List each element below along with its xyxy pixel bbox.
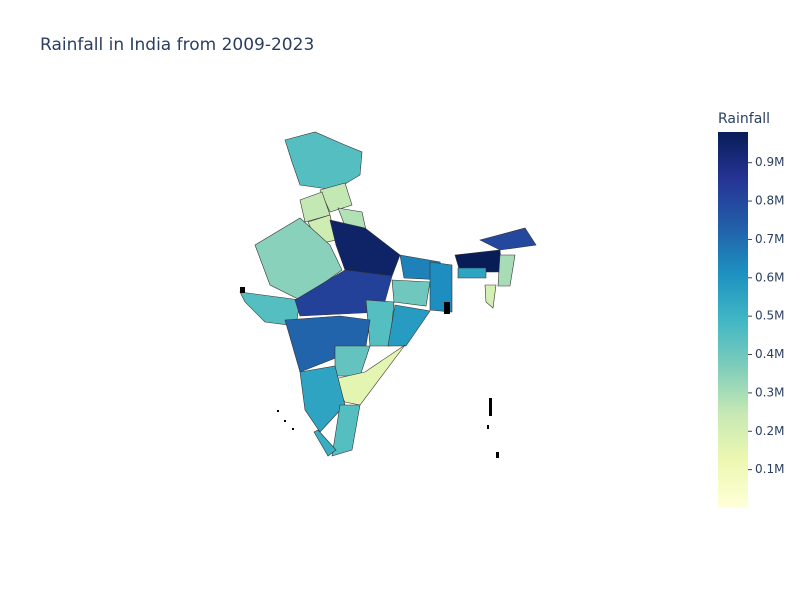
region (457, 267, 487, 279)
region (284, 131, 363, 191)
region (331, 404, 361, 457)
islands (240, 287, 499, 458)
colorbar-tick-label: 0.8M (755, 194, 784, 208)
colorbar-tick-label: 0.4M (755, 347, 784, 361)
chart-title: Rainfall in India from 2009-2023 (40, 35, 314, 55)
region (284, 315, 371, 373)
colorbar-tick-label: 0.5M (755, 309, 784, 323)
region (387, 304, 431, 347)
region (497, 254, 516, 287)
colorbar (718, 132, 748, 508)
colorbar-tick-label: 0.1M (755, 462, 784, 476)
region (391, 279, 431, 307)
region (479, 227, 537, 251)
colorbar-tick-label: 0.2M (755, 424, 784, 438)
region (299, 365, 346, 433)
region (429, 261, 453, 313)
colorbar-title: Rainfall (718, 111, 770, 127)
colorbar-tick-label: 0.7M (755, 232, 784, 246)
colorbar-tick-label: 0.3M (755, 385, 784, 399)
region (254, 217, 343, 301)
region (239, 291, 301, 327)
colorbar-tick-label: 0.6M (755, 270, 784, 284)
region (313, 429, 337, 457)
colorbar-tick-label: 0.9M (755, 155, 784, 169)
region (484, 284, 497, 309)
map (239, 131, 537, 457)
region (334, 345, 371, 377)
